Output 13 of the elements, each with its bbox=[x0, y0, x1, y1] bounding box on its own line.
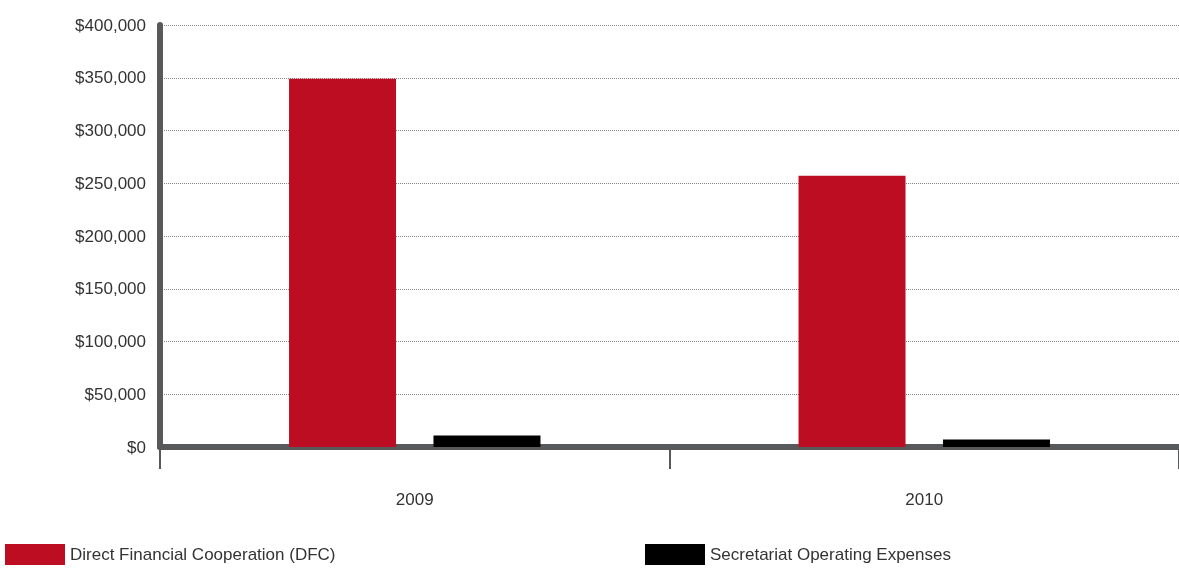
y-tick-label: $50,000 bbox=[84, 384, 146, 404]
y-tick-label: $100,000 bbox=[75, 332, 146, 351]
y-tick-label: $300,000 bbox=[75, 121, 146, 140]
y-tick-label: $150,000 bbox=[75, 279, 146, 299]
y-tick-label: $0 bbox=[127, 437, 146, 457]
y-tick-label: $400,000 bbox=[75, 15, 146, 35]
x-tick-label: 2009 bbox=[395, 490, 434, 509]
legend-label: Secretariat Operating Expenses bbox=[710, 545, 951, 564]
y-tick-label: $200,000 bbox=[75, 226, 146, 246]
y-tick-label: $350,000 bbox=[75, 68, 146, 88]
x-tick-label: 2010 bbox=[905, 490, 944, 509]
legend-label: Direct Financial Cooperation (DFC) bbox=[70, 545, 336, 564]
y-tick-label: $250,000 bbox=[75, 173, 146, 193]
